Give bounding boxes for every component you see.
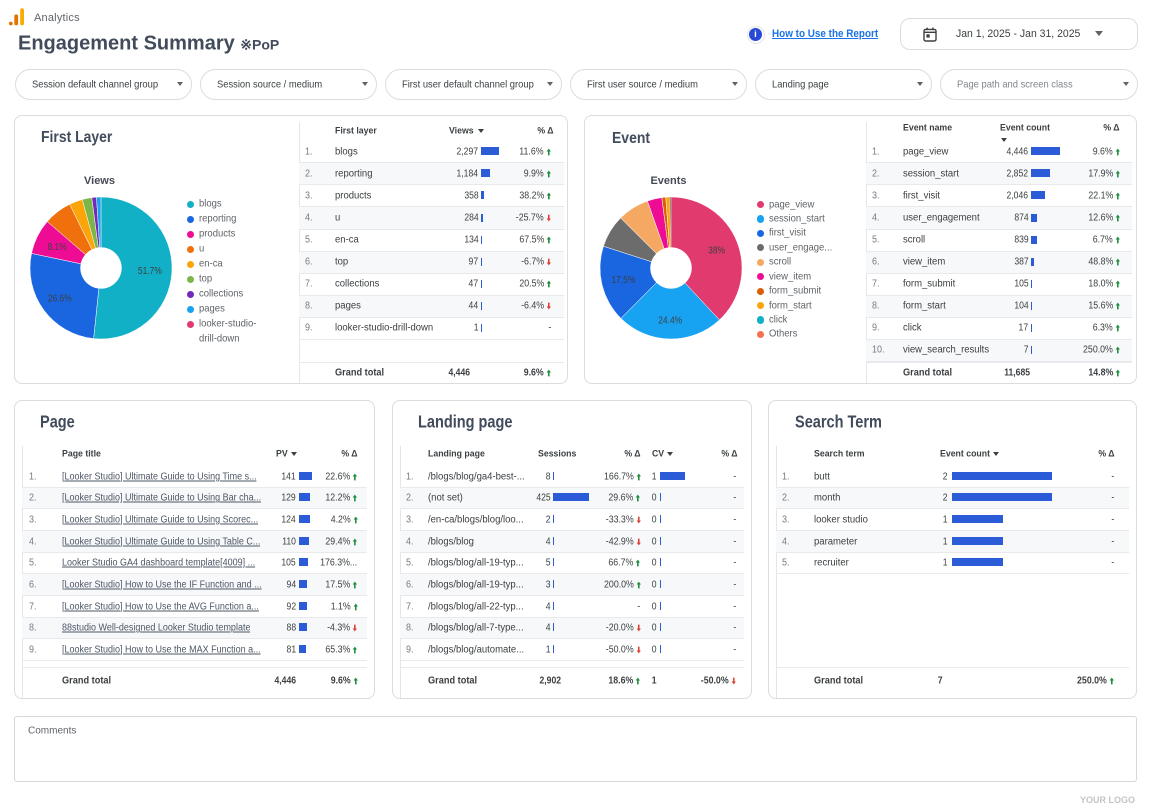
svg-text:8.1%: 8.1% (47, 242, 66, 253)
svg-text:51.7%: 51.7% (138, 266, 162, 277)
svg-text:24.4%: 24.4% (658, 316, 682, 327)
svg-text:26.6%: 26.6% (48, 294, 72, 305)
svg-text:38%: 38% (708, 246, 725, 257)
svg-text:17.5%: 17.5% (611, 275, 635, 286)
